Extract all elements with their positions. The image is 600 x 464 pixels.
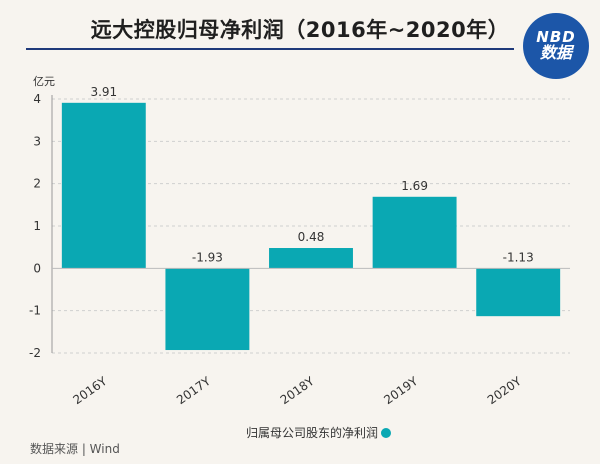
x-tick-label: 2018Y: [278, 374, 318, 408]
bar-2020Y: [476, 268, 561, 317]
y-tick-label: -1: [29, 304, 41, 318]
x-tick-label: 2016Y: [70, 374, 110, 408]
legend-swatch: [381, 428, 391, 438]
y-tick-label: 1: [33, 219, 41, 233]
y-tick-label: 2: [33, 177, 41, 191]
legend-label: 归属母公司股东的净利润: [246, 425, 378, 440]
logo-text-top: NBD: [536, 27, 576, 46]
x-tick-label: 2020Y: [485, 374, 525, 408]
y-tick-label: 0: [33, 261, 41, 275]
data-label: 3.91: [90, 85, 117, 99]
logo-text-bottom: 数据: [539, 43, 572, 63]
x-tick-label: 2019Y: [381, 374, 421, 408]
y-tick-label: 4: [33, 92, 41, 106]
y-tick-label: -2: [29, 346, 41, 360]
data-label: -1.93: [192, 250, 223, 264]
x-tick-label: 2017Y: [174, 374, 214, 408]
data-label: -1.13: [503, 250, 534, 264]
data-label: 1.69: [401, 179, 428, 193]
title-underline: [26, 48, 514, 50]
chart-title: 远大控股归母净利润（2016年~2020年）: [90, 18, 510, 42]
bar-2016Y: [61, 102, 146, 269]
data-label: 0.48: [298, 230, 325, 244]
bar-2018Y: [269, 248, 353, 269]
y-axis-unit-label: 亿元: [33, 75, 55, 88]
bar-2017Y: [165, 268, 250, 351]
nbd-logo: NBD 数据: [523, 13, 589, 79]
bar-2019Y: [372, 196, 457, 269]
y-tick-label: 3: [33, 134, 41, 148]
data-source: 数据来源 | Wind: [30, 442, 120, 456]
